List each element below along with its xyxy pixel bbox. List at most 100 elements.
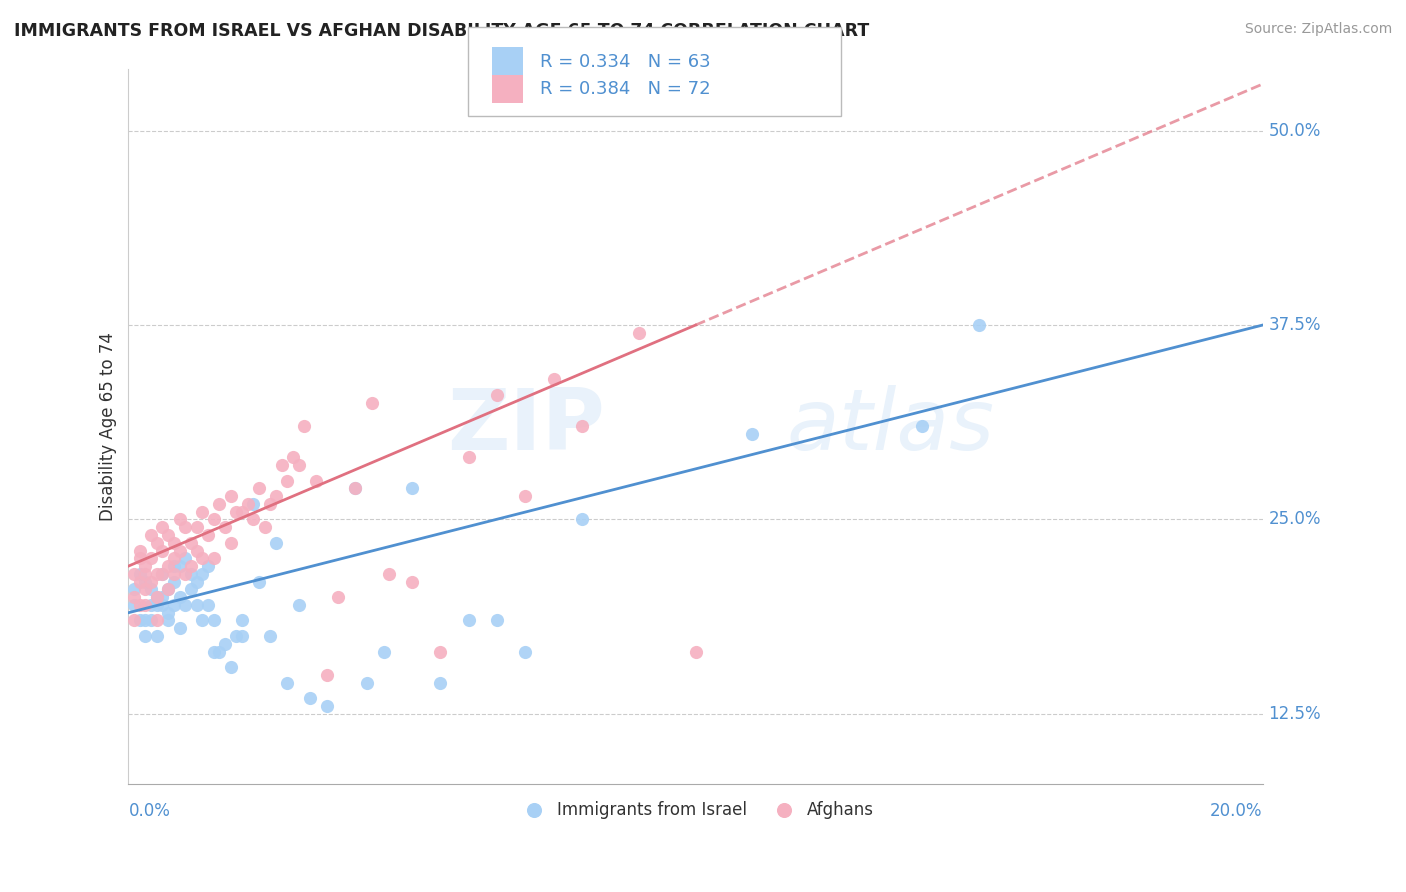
Point: [141, 574, 163, 589]
Point: [163, 559, 186, 574]
Point: [122, 598, 145, 612]
Point: [146, 535, 169, 549]
Point: [197, 598, 219, 612]
Point: [292, 419, 315, 434]
Point: [208, 644, 231, 658]
Point: [378, 566, 401, 581]
Text: IMMIGRANTS FROM ISRAEL VS AFGHAN DISABILITY AGE 65 TO 74 CORRELATION CHART: IMMIGRANTS FROM ISRAEL VS AFGHAN DISABIL…: [14, 22, 869, 40]
Point: [141, 598, 163, 612]
Text: R = 0.334   N = 63: R = 0.334 N = 63: [540, 53, 710, 70]
Point: [191, 566, 214, 581]
Point: [146, 566, 169, 581]
Point: [157, 528, 180, 542]
Point: [242, 497, 264, 511]
Point: [141, 582, 163, 597]
Point: [191, 551, 214, 566]
Point: [180, 582, 202, 597]
Point: [169, 621, 191, 635]
Point: [157, 614, 180, 628]
Point: [169, 512, 191, 526]
Point: [429, 675, 451, 690]
Point: [486, 388, 509, 402]
Point: [128, 614, 150, 628]
Point: [361, 396, 384, 410]
Point: [152, 566, 174, 581]
Point: [685, 644, 707, 658]
Point: [174, 520, 197, 534]
Point: [911, 419, 934, 434]
Point: [134, 614, 156, 628]
Point: [276, 474, 298, 488]
Text: R = 0.384   N = 72: R = 0.384 N = 72: [540, 80, 710, 98]
Point: [134, 582, 156, 597]
Point: [163, 574, 186, 589]
Point: [152, 590, 174, 604]
Point: [174, 551, 197, 566]
Point: [157, 606, 180, 620]
Text: atlas: atlas: [786, 384, 994, 467]
Text: 0.0%: 0.0%: [128, 803, 170, 821]
Point: [146, 590, 169, 604]
Point: [741, 426, 763, 441]
Point: [180, 559, 202, 574]
Point: [169, 590, 191, 604]
Point: [214, 520, 236, 534]
Point: [152, 566, 174, 581]
Point: [219, 489, 242, 503]
Point: [259, 629, 281, 643]
Point: [298, 691, 321, 706]
Point: [122, 582, 145, 597]
Point: [515, 644, 537, 658]
Point: [141, 551, 163, 566]
Point: [169, 559, 191, 574]
Text: 50.0%: 50.0%: [1268, 121, 1320, 140]
Point: [316, 698, 339, 713]
Point: [134, 559, 156, 574]
Point: [281, 450, 304, 465]
Point: [401, 481, 423, 495]
Point: [247, 481, 270, 495]
Point: [163, 535, 186, 549]
Text: 20.0%: 20.0%: [1211, 803, 1263, 821]
Point: [157, 582, 180, 597]
Point: [186, 574, 208, 589]
Point: [146, 629, 169, 643]
Point: [146, 590, 169, 604]
Point: [231, 629, 253, 643]
Point: [429, 644, 451, 658]
Point: [180, 566, 202, 581]
Point: [122, 566, 145, 581]
Point: [157, 582, 180, 597]
Point: [515, 489, 537, 503]
Point: [141, 528, 163, 542]
Point: [141, 614, 163, 628]
Point: [197, 528, 219, 542]
Point: [128, 543, 150, 558]
Point: [225, 629, 247, 643]
Point: [287, 458, 309, 472]
Point: [264, 535, 287, 549]
Point: [967, 318, 990, 332]
Text: 37.5%: 37.5%: [1268, 316, 1320, 334]
Point: [186, 543, 208, 558]
Point: [163, 566, 186, 581]
Point: [122, 614, 145, 628]
Point: [328, 590, 350, 604]
Point: [231, 505, 253, 519]
Point: [457, 450, 479, 465]
Point: [174, 598, 197, 612]
Point: [186, 598, 208, 612]
Point: [316, 668, 339, 682]
Point: [134, 574, 156, 589]
Point: [202, 614, 225, 628]
Point: [152, 520, 174, 534]
Point: [202, 644, 225, 658]
Point: [197, 559, 219, 574]
Point: [219, 660, 242, 674]
Point: [169, 543, 191, 558]
Point: [163, 551, 186, 566]
Point: [486, 614, 509, 628]
Point: [214, 637, 236, 651]
Text: ZIP: ZIP: [447, 384, 605, 467]
Point: [134, 598, 156, 612]
